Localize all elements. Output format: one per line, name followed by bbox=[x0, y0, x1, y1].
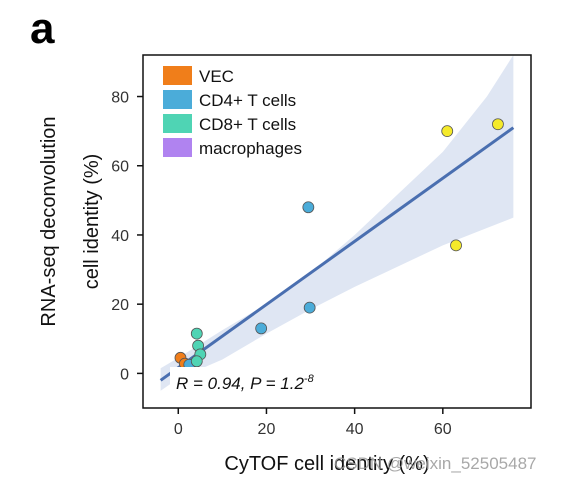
y-tick-label: 20 bbox=[111, 297, 129, 314]
point-cd8-t-cells bbox=[190, 327, 203, 340]
panel-label: a bbox=[30, 4, 55, 53]
y-axis-label-line2: cell identity (%) bbox=[81, 154, 103, 290]
point-cd4-t-cells bbox=[302, 201, 315, 214]
x-axis-label: CyTOF cell identity (%) bbox=[224, 453, 429, 475]
x-tick-label: 60 bbox=[434, 421, 452, 438]
point-cd4-t-cells bbox=[255, 322, 268, 335]
y-tick-label: 40 bbox=[111, 228, 129, 245]
y-tick-label: 60 bbox=[111, 159, 129, 176]
legend-label: VEC bbox=[199, 67, 234, 86]
legend-label: CD4+ T cells bbox=[199, 91, 296, 110]
legend-swatch bbox=[163, 90, 192, 109]
correlation-annotation: R = 0.94, P = 1.2-8 bbox=[176, 373, 315, 393]
legend-swatch bbox=[163, 114, 192, 133]
y-tick-label: 0 bbox=[120, 366, 129, 383]
annotation-box bbox=[170, 367, 342, 395]
legend-swatch bbox=[163, 138, 192, 157]
point-cd4-t-cells bbox=[303, 301, 316, 314]
legend-swatch bbox=[163, 66, 192, 85]
plot-frame bbox=[142, 54, 532, 409]
watermark: CSDN @weixin_52505487 bbox=[334, 454, 537, 473]
regression-line bbox=[159, 126, 515, 382]
x-tick-label: 40 bbox=[346, 421, 364, 438]
annotation-exponent: -8 bbox=[304, 373, 315, 385]
legend-label: CD8+ T cells bbox=[199, 115, 296, 134]
y-tick-label: 80 bbox=[111, 90, 129, 107]
point-yellow bbox=[492, 118, 504, 131]
x-tick-label: 0 bbox=[174, 421, 183, 438]
point-yellow bbox=[450, 239, 462, 252]
y-axis-label-line1: RNA-seq deconvolution bbox=[38, 116, 60, 326]
x-tick-label: 20 bbox=[258, 421, 276, 438]
point-yellow bbox=[441, 125, 454, 138]
legend-label: macrophages bbox=[199, 139, 302, 158]
point-cd8-t-cells bbox=[190, 355, 203, 368]
